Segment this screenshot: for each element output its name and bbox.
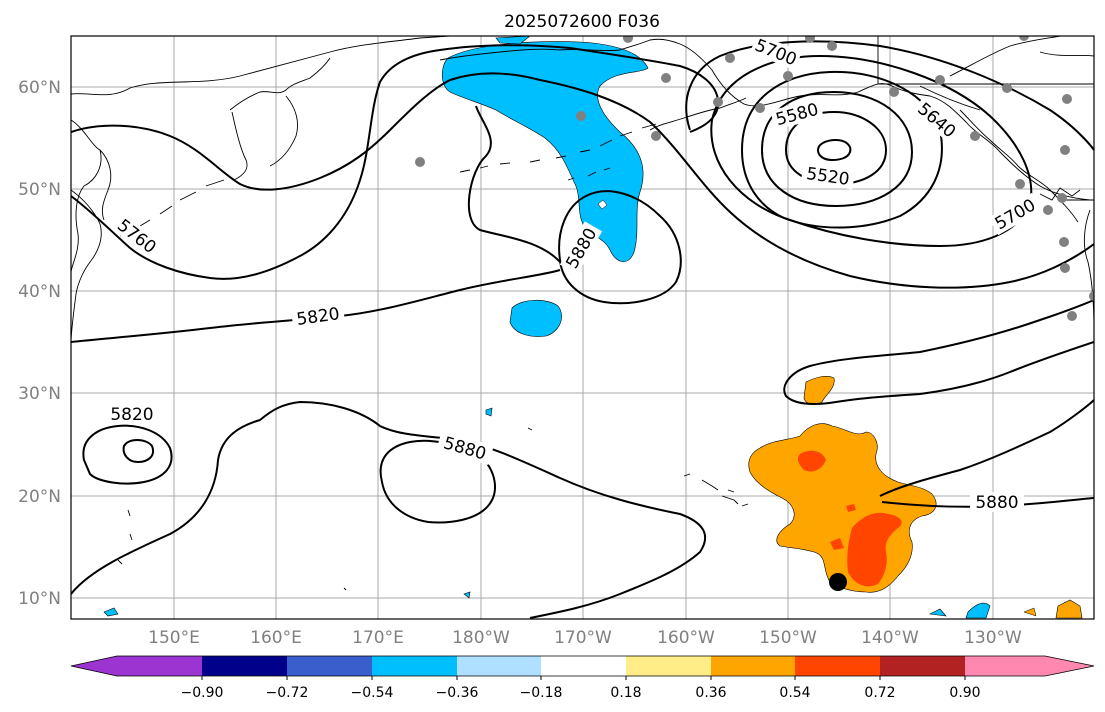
station-dot xyxy=(1043,205,1053,215)
colorbar: −0.90 −0.72 −0.54 −0.36 −0.18 0.18 0.36 … xyxy=(70,655,1095,701)
station-dots xyxy=(415,36,1094,321)
negative-anomaly-bering xyxy=(441,41,649,262)
station-dot xyxy=(1089,291,1094,301)
colorbar-tick-label: 0.18 xyxy=(610,685,641,701)
station-dot xyxy=(651,131,661,141)
lon-label: 160°E xyxy=(250,628,302,648)
lat-label: 10°N xyxy=(18,589,61,609)
colorbar-segment xyxy=(711,656,795,676)
colorbar-segment xyxy=(117,656,202,676)
lon-label: 130°W xyxy=(964,628,1022,648)
strong-positive-core2 xyxy=(847,512,902,587)
station-dot xyxy=(415,157,425,167)
colorbar-tick-label: 0.72 xyxy=(864,685,895,701)
colorbar-tick-label: 0.36 xyxy=(695,685,726,701)
positive-anomaly-se xyxy=(1055,599,1083,619)
colorbar-segment xyxy=(202,656,287,676)
colorbar-arrow-left xyxy=(71,656,117,676)
contour-label: 5880 xyxy=(975,493,1018,513)
positive-anomaly-main xyxy=(748,423,937,593)
negative-anomaly-small1 xyxy=(485,407,493,417)
colorbar-segment xyxy=(880,656,965,676)
station-dot xyxy=(755,103,765,113)
lat-label: 50°N xyxy=(18,180,61,200)
station-dot xyxy=(1059,237,1069,247)
station-dot xyxy=(1060,263,1070,273)
colorbar-segment xyxy=(795,656,880,676)
colorbar-tick-label: −0.72 xyxy=(266,685,309,701)
contour-label: 5820 xyxy=(110,405,153,425)
colorbar-segment xyxy=(541,656,626,676)
colorbar-segment xyxy=(965,656,1045,676)
station-dot xyxy=(1060,145,1070,155)
station-dot xyxy=(889,87,899,97)
station-dot xyxy=(1062,94,1072,104)
negative-anomaly-midpacific xyxy=(509,299,562,337)
lon-label: 160°W xyxy=(657,628,715,648)
station-dot xyxy=(661,73,671,83)
colorbar-tick-label: −0.90 xyxy=(181,685,224,701)
colorbar-segment xyxy=(457,656,541,676)
lat-label: 60°N xyxy=(18,78,61,98)
lon-label: 170°E xyxy=(352,628,404,648)
station-dot xyxy=(713,97,723,107)
lat-label: 30°N xyxy=(18,384,61,404)
station-dot xyxy=(805,36,815,43)
map-frame xyxy=(70,35,1095,620)
negative-anomaly-se1 xyxy=(928,608,947,617)
positive-anomaly-regions xyxy=(748,376,1083,619)
negative-anomaly-small2 xyxy=(463,591,471,599)
strong-positive-core1 xyxy=(797,450,826,472)
lon-label: 150°E xyxy=(148,628,200,648)
longitude-labels: 150°E 160°E 170°E 180°W 170°W 160°W 150°… xyxy=(148,628,1022,648)
station-dot xyxy=(623,36,633,43)
map-area: 5700 5580 5640 5520 5700 5760 5880 5820 … xyxy=(71,36,1094,619)
station-dot xyxy=(1057,193,1067,203)
colorbar-segment xyxy=(626,656,711,676)
station-dot xyxy=(576,111,586,121)
negative-anomaly-top xyxy=(495,36,531,45)
lat-label: 40°N xyxy=(18,282,61,302)
station-dot xyxy=(1015,179,1025,189)
station-dot xyxy=(1002,83,1012,93)
station-dot xyxy=(1067,311,1077,321)
station-dot xyxy=(935,75,945,85)
station-dot xyxy=(783,71,793,81)
colorbar-tick-label: −0.18 xyxy=(520,685,563,701)
map-title: 2025072600 F036 xyxy=(504,12,660,32)
latitude-labels: 60°N 50°N 40°N 30°N 20°N 10°N xyxy=(18,78,61,609)
colorbar-segment xyxy=(287,656,372,676)
negative-anomaly-se2 xyxy=(965,602,991,619)
lon-label: 140°W xyxy=(861,628,919,648)
colorbar-tick-label: 0.54 xyxy=(779,685,810,701)
lon-label: 180°W xyxy=(452,628,510,648)
station-dot xyxy=(1019,36,1029,41)
station-dot xyxy=(725,53,735,63)
storm-center-marker xyxy=(829,573,847,591)
lon-label: 170°W xyxy=(554,628,612,648)
negative-anomaly-sw xyxy=(103,607,119,617)
lon-label: 150°W xyxy=(759,628,817,648)
negative-anomaly-regions xyxy=(103,36,991,619)
colorbar-segment xyxy=(372,656,457,676)
station-dot xyxy=(970,131,980,141)
colorbar-tick-label: −0.36 xyxy=(436,685,479,701)
colorbar-arrow-right xyxy=(1045,656,1094,676)
coastlines xyxy=(71,36,1094,591)
station-dot xyxy=(827,41,837,51)
colorbar-tick-label: −0.54 xyxy=(351,685,394,701)
lat-label: 20°N xyxy=(18,487,61,507)
colorbar-tick-label: 0.90 xyxy=(949,685,980,701)
